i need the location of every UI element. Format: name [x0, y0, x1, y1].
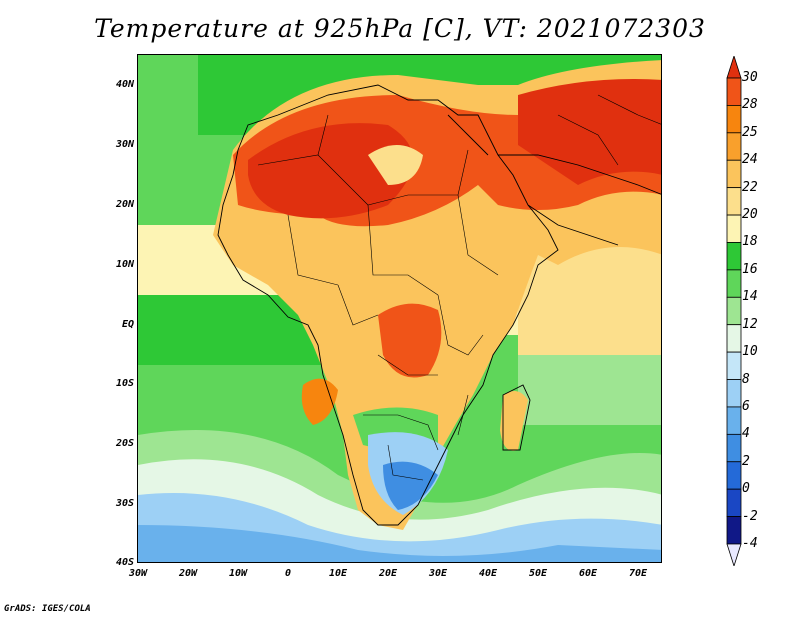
- colorbar-label: 28: [742, 97, 758, 113]
- colorbar-swatch: [726, 516, 742, 545]
- congo-hot-region: [378, 303, 442, 378]
- colorbar-swatch: [726, 406, 742, 435]
- colorbar-label: 8: [742, 371, 750, 387]
- temperature-map: [137, 54, 662, 563]
- lat-tick-30s: 30S: [115, 498, 134, 509]
- lat-tick-eq: EQ: [121, 319, 134, 330]
- lat-tick-10s: 10S: [115, 378, 134, 389]
- country-borders: [257, 94, 661, 481]
- indian-ocean-cool: [518, 355, 661, 425]
- colorbar-swatch: [726, 488, 742, 517]
- colorbar-label: 16: [742, 261, 758, 277]
- colorbar-label: 30: [742, 70, 758, 85]
- colorbar-swatch: [726, 296, 742, 326]
- lat-tick-40n: 40N: [115, 79, 134, 90]
- colorbar-label: 2: [742, 453, 750, 469]
- lon-tick-10w: 10W: [228, 568, 248, 579]
- lon-tick-50e: 50E: [528, 568, 548, 579]
- lon-tick-40e: 40E: [478, 568, 498, 579]
- colorbar: [726, 56, 742, 566]
- plot-title: Temperature at 925hPa [C], VT: 202107230…: [94, 14, 706, 43]
- colorbar-label: 0: [742, 481, 750, 497]
- colorbar-label: 22: [742, 179, 758, 195]
- lon-tick-30w: 30W: [128, 568, 148, 579]
- lat-tick-10n: 10N: [115, 259, 134, 270]
- colorbar-label: 10: [742, 344, 758, 360]
- northwest-atlantic: [138, 55, 198, 215]
- colorbar-swatch: [726, 269, 742, 298]
- colorbar-label: 12: [742, 316, 758, 332]
- lon-tick-10e: 10E: [328, 568, 348, 579]
- lon-tick-20e: 20E: [378, 568, 398, 579]
- lat-tick-30n: 30N: [115, 139, 134, 150]
- lon-tick-20w: 20W: [178, 568, 198, 579]
- south-africa-coldest: [383, 461, 438, 510]
- colorbar-swatch: [726, 132, 742, 161]
- lon-tick-60e: 60E: [578, 568, 598, 579]
- lon-tick-30e: 30E: [428, 568, 448, 579]
- colorbar-swatch: [726, 324, 742, 353]
- lat-tick-20s: 20S: [115, 438, 134, 449]
- grads-credit: GrADS: IGES/COLA: [4, 604, 91, 614]
- angola-coast: [301, 378, 338, 425]
- colorbar-swatch: [726, 351, 742, 380]
- colorbar-swatch: [726, 214, 742, 243]
- colorbar-label: 6: [742, 398, 750, 414]
- colorbar-swatch: [726, 433, 742, 463]
- colorbar-swatch: [726, 159, 742, 189]
- colorbar-label: 18: [742, 234, 758, 250]
- colorbar-swatch: [726, 242, 742, 271]
- colorbar-label: -4: [742, 536, 758, 551]
- colorbar-swatch: [726, 77, 742, 106]
- madagascar: [500, 391, 528, 451]
- colorbar-bottom-arrow: [726, 543, 742, 566]
- colorbar-label: 4: [742, 426, 750, 442]
- map-canvas: [138, 55, 661, 562]
- colorbar-label: 20: [742, 207, 758, 223]
- west-sahara-hottest: [248, 123, 413, 219]
- colorbar-swatch: [726, 187, 742, 216]
- colorbar-label: 14: [742, 289, 758, 305]
- colorbar-label: 25: [742, 124, 758, 140]
- colorbar-top-arrow: [726, 56, 742, 79]
- colorbar-swatch: [726, 105, 742, 134]
- lon-tick-70e: 70E: [628, 568, 648, 579]
- lat-tick-40s: 40S: [115, 557, 134, 568]
- colorbar-swatch: [726, 379, 742, 408]
- colder-ocean: [138, 525, 661, 562]
- libya-cooler: [368, 145, 423, 185]
- colorbar-label: -2: [742, 508, 758, 524]
- lon-tick-0: 0: [284, 568, 292, 579]
- colorbar-label: 24: [742, 152, 758, 168]
- colorbar-swatch: [726, 461, 742, 490]
- lat-tick-20n: 20N: [115, 199, 134, 210]
